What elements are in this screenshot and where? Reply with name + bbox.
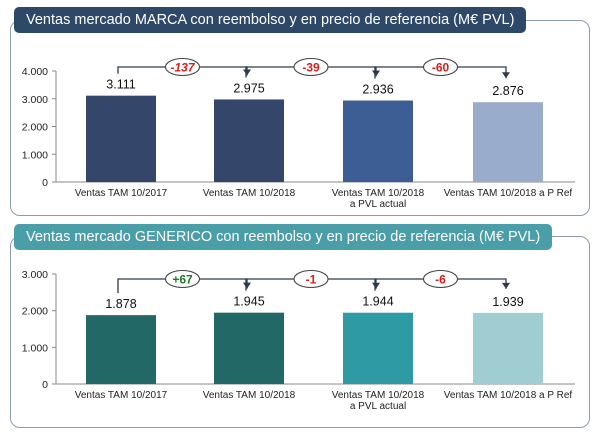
bar-value-label: 1.878: [105, 297, 136, 311]
bar: [86, 315, 156, 384]
bar: [473, 312, 543, 384]
delta-arrowhead: [243, 69, 251, 76]
delta-value: -39: [302, 61, 320, 75]
y-tick-label: 3.000: [22, 269, 48, 281]
y-tick-label: 1.000: [22, 149, 48, 161]
x-category-label: Ventas TAM 10/2018 a P Ref: [444, 188, 573, 199]
bar: [343, 312, 413, 384]
x-category-label: Ventas TAM 10/2018: [203, 390, 296, 401]
delta-badge: [293, 269, 329, 289]
delta-badge: [293, 57, 329, 77]
x-category-label: Ventas TAM 10/2017: [75, 188, 168, 199]
y-tick-label: 2.000: [22, 306, 48, 318]
delta-arrowhead: [372, 282, 380, 289]
bar: [214, 312, 284, 384]
x-category-label: a PVL actual: [350, 199, 406, 210]
bar: [473, 102, 543, 182]
bar-value-label: 1.945: [233, 295, 264, 309]
bar-value-label: 2.876: [492, 84, 523, 98]
delta-arrowhead: [243, 282, 251, 289]
bar: [214, 99, 284, 182]
x-category-label: Ventas TAM 10/2017: [75, 390, 168, 401]
bar-value-label: 1.944: [362, 295, 393, 309]
delta-badge: [164, 269, 201, 289]
y-tick-label: 0: [42, 379, 48, 391]
delta-badge: [422, 269, 459, 289]
delta-value: +67: [172, 273, 193, 287]
y-tick-label: 1.000: [22, 342, 48, 354]
x-category-label: Ventas TAM 10/2018: [332, 390, 425, 401]
bar: [86, 95, 156, 182]
bar-value-label: 1.939: [492, 295, 523, 309]
delta-value: -6: [435, 273, 446, 287]
delta-arrowhead: [372, 70, 380, 77]
generico-chart-title: Ventas mercado GENERICO con reembolso y …: [14, 224, 553, 250]
x-category-label: Ventas TAM 10/2018: [332, 188, 425, 199]
bar-value-label: 2.975: [233, 81, 264, 95]
delta-value: -60: [432, 61, 450, 75]
marca-chart-title: Ventas mercado MARCA con reembolso y en …: [14, 7, 527, 33]
bar: [343, 100, 413, 182]
y-tick-label: 3.000: [22, 94, 48, 106]
bar-value-label: 2.936: [362, 83, 393, 97]
delta-value: -1: [306, 273, 317, 287]
x-category-label: Ventas TAM 10/2018 a P Ref: [444, 390, 573, 401]
x-category-label: a PVL actual: [350, 401, 406, 412]
delta-arrowhead: [502, 72, 510, 79]
delta-badge: [422, 57, 459, 77]
delta-arrowhead: [502, 282, 510, 289]
bar-value-label: 3.111: [106, 78, 135, 92]
y-tick-label: 2.000: [22, 122, 48, 134]
delta-badge: [164, 57, 201, 77]
y-tick-label: 4.000: [22, 66, 48, 78]
x-category-label: Ventas TAM 10/2018: [203, 188, 296, 199]
delta-value: -137: [170, 61, 195, 75]
y-tick-label: 0: [42, 177, 48, 189]
